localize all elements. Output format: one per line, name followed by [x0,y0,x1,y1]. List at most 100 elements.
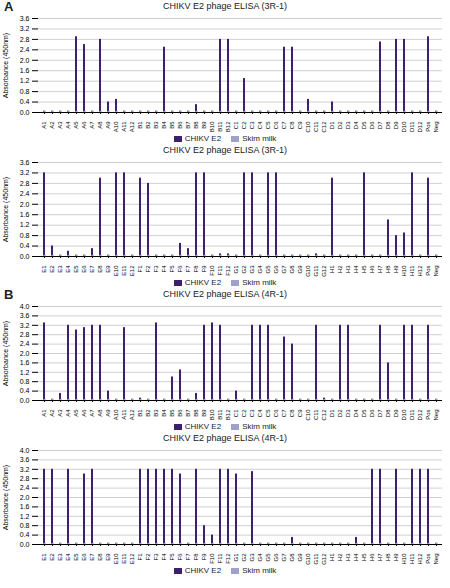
svg-text:C4: C4 [257,121,263,129]
svg-text:B11: B11 [217,409,223,420]
svg-text:C7: C7 [281,409,287,417]
svg-text:H10: H10 [401,265,407,277]
svg-text:H9: H9 [393,553,399,561]
svg-text:H5: H5 [361,265,367,273]
svg-text:A7: A7 [89,121,95,129]
svg-text:E1: E1 [41,553,47,561]
svg-text:E4: E4 [65,265,71,273]
svg-text:C12: C12 [321,121,327,133]
svg-text:H1: H1 [329,265,335,273]
svg-text:E8: E8 [97,265,103,273]
svg-text:C10: C10 [305,121,311,133]
svg-text:A12: A12 [129,121,135,132]
svg-text:F4: F4 [161,553,167,561]
svg-text:C8: C8 [289,121,295,129]
svg-text:4.0: 4.0 [20,303,30,310]
svg-text:1.2: 1.2 [20,513,30,520]
svg-text:1.2: 1.2 [20,369,30,376]
svg-text:E12: E12 [129,265,135,276]
svg-text:A2: A2 [49,409,55,417]
svg-text:B6: B6 [177,121,183,129]
svg-text:G9: G9 [297,553,303,562]
svg-text:E2: E2 [49,553,55,561]
svg-text:E11: E11 [121,265,127,276]
svg-text:G7: G7 [281,265,287,274]
svg-text:2.0: 2.0 [20,494,30,501]
svg-text:D6: D6 [369,121,375,129]
svg-text:0.8: 0.8 [20,378,30,385]
svg-text:3.6: 3.6 [20,15,30,22]
svg-text:E3: E3 [57,553,63,561]
svg-text:1.2: 1.2 [20,221,30,228]
svg-text:E2: E2 [49,265,55,273]
svg-text:C6: C6 [273,121,279,129]
svg-text:H12: H12 [417,553,423,565]
svg-text:B11: B11 [217,121,223,132]
svg-text:H7: H7 [377,265,383,273]
svg-text:C5: C5 [265,409,271,417]
svg-text:Neg: Neg [433,554,439,565]
svg-text:2.0: 2.0 [20,57,30,64]
svg-text:H6: H6 [369,553,375,561]
svg-text:D5: D5 [361,409,367,417]
svg-text:3.2: 3.2 [20,169,30,176]
svg-text:G2: G2 [241,553,247,562]
svg-text:B1: B1 [137,409,143,417]
svg-text:F10: F10 [209,265,215,276]
svg-text:E9: E9 [105,265,111,273]
svg-text:A12: A12 [129,409,135,420]
svg-text:0.0: 0.0 [20,109,30,116]
svg-text:G4: G4 [257,553,263,562]
svg-text:F5: F5 [169,265,175,273]
svg-text:0.0: 0.0 [20,541,30,548]
svg-text:A10: A10 [113,121,119,132]
svg-text:D8: D8 [385,121,391,129]
svg-text:A5: A5 [73,409,79,417]
svg-text:F8: F8 [193,265,199,273]
svg-text:G10: G10 [305,265,311,277]
svg-text:D8: D8 [385,409,391,417]
svg-text:F6: F6 [177,265,183,273]
svg-text:A8: A8 [97,409,103,417]
svg-text:B3: B3 [153,409,159,417]
svg-text:A10: A10 [113,409,119,420]
svg-text:B2: B2 [145,121,151,129]
svg-text:A6: A6 [81,409,87,417]
svg-text:3.2: 3.2 [20,322,30,329]
svg-text:C6: C6 [273,409,279,417]
svg-text:C8: C8 [289,409,295,417]
svg-text:E3: E3 [57,265,63,273]
svg-text:D5: D5 [361,121,367,129]
svg-text:B2: B2 [145,409,151,417]
svg-text:E7: E7 [89,265,95,273]
svg-text:G3: G3 [249,553,255,562]
svg-text:A4: A4 [65,121,71,129]
svg-text:G6: G6 [273,265,279,274]
svg-text:0.4: 0.4 [20,387,30,394]
svg-text:B4: B4 [161,409,167,417]
svg-text:1.6: 1.6 [20,211,30,218]
svg-text:G9: G9 [297,265,303,274]
svg-text:H4: H4 [353,553,359,561]
svg-text:C12: C12 [321,409,327,421]
svg-text:G3: G3 [249,265,255,274]
svg-text:1.2: 1.2 [20,77,30,84]
svg-text:E10: E10 [113,265,119,276]
svg-text:H4: H4 [353,265,359,273]
svg-text:G12: G12 [321,265,327,277]
svg-text:B3: B3 [153,121,159,129]
svg-text:G12: G12 [321,553,327,565]
svg-text:C5: C5 [265,121,271,129]
svg-text:H3: H3 [345,265,351,273]
svg-text:G6: G6 [273,553,279,562]
svg-text:Neg: Neg [433,410,439,421]
svg-text:C3: C3 [249,121,255,129]
svg-text:H8: H8 [385,265,391,273]
svg-text:C9: C9 [297,121,303,129]
svg-text:D9: D9 [393,121,399,129]
svg-text:G1: G1 [233,553,239,562]
svg-text:Absorbance (450nm): Absorbance (450nm) [2,465,10,530]
svg-text:E11: E11 [121,553,127,564]
svg-text:F3: F3 [153,553,159,561]
svg-text:B10: B10 [209,409,215,420]
